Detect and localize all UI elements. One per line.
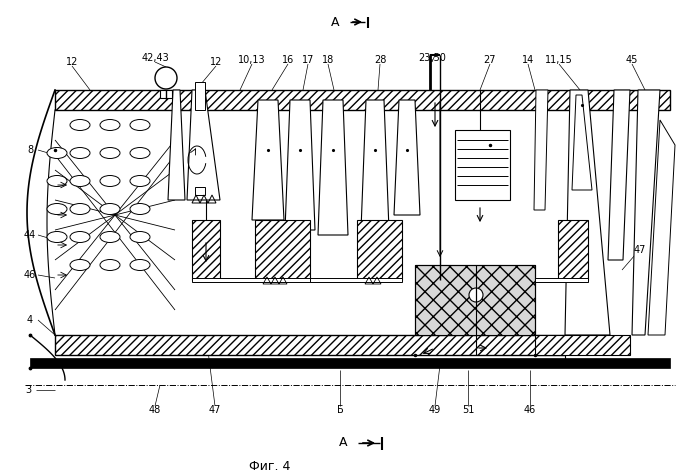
Polygon shape — [394, 100, 420, 215]
Text: 11,15: 11,15 — [545, 55, 573, 65]
Circle shape — [155, 67, 177, 89]
Ellipse shape — [47, 176, 67, 187]
Text: Б: Б — [337, 405, 343, 415]
Bar — [30, 358, 670, 368]
Ellipse shape — [130, 176, 150, 187]
Bar — [160, 90, 172, 98]
Text: 47: 47 — [209, 405, 221, 415]
Bar — [192, 278, 310, 282]
Bar — [310, 278, 402, 282]
Text: 8: 8 — [27, 145, 33, 155]
Text: А: А — [339, 436, 347, 449]
Text: 14: 14 — [522, 55, 534, 65]
Ellipse shape — [100, 204, 120, 215]
Text: 46: 46 — [524, 405, 536, 415]
Text: 10,13: 10,13 — [238, 55, 266, 65]
Text: 23,50: 23,50 — [418, 53, 446, 63]
Ellipse shape — [100, 259, 120, 270]
Circle shape — [469, 288, 483, 302]
Ellipse shape — [70, 148, 90, 159]
Polygon shape — [608, 90, 630, 260]
Bar — [535, 335, 630, 355]
Bar — [55, 90, 670, 110]
Text: 18: 18 — [322, 55, 334, 65]
Text: 46: 46 — [24, 270, 36, 280]
Text: 47: 47 — [634, 245, 646, 255]
Ellipse shape — [70, 119, 90, 130]
Polygon shape — [534, 90, 548, 210]
Text: 42,43: 42,43 — [141, 53, 169, 63]
Ellipse shape — [130, 231, 150, 242]
Bar — [357, 220, 402, 280]
Text: 49: 49 — [429, 405, 441, 415]
Ellipse shape — [70, 204, 90, 215]
Bar — [255, 220, 310, 280]
Ellipse shape — [130, 259, 150, 270]
Text: 51: 51 — [462, 405, 474, 415]
Ellipse shape — [70, 176, 90, 187]
Text: Фиг. 4: Фиг. 4 — [250, 460, 291, 474]
Text: 16: 16 — [282, 55, 294, 65]
Text: 12: 12 — [210, 57, 222, 67]
Text: 3: 3 — [25, 385, 31, 395]
Polygon shape — [187, 90, 220, 200]
Text: А: А — [331, 16, 339, 29]
Ellipse shape — [47, 204, 67, 215]
Bar — [558, 220, 588, 280]
Ellipse shape — [47, 148, 67, 159]
Text: 48: 48 — [149, 405, 161, 415]
Bar — [455, 130, 510, 200]
Polygon shape — [632, 90, 660, 335]
Text: 4: 4 — [27, 315, 33, 325]
Ellipse shape — [130, 204, 150, 215]
Bar — [535, 278, 588, 282]
Bar — [195, 82, 205, 110]
Bar — [192, 220, 220, 280]
Polygon shape — [565, 90, 610, 335]
Ellipse shape — [100, 148, 120, 159]
Ellipse shape — [130, 119, 150, 130]
Polygon shape — [572, 95, 592, 190]
Polygon shape — [285, 100, 315, 230]
Bar — [415, 265, 535, 335]
Bar — [55, 335, 565, 355]
Text: 44: 44 — [24, 230, 36, 240]
Ellipse shape — [100, 231, 120, 242]
Ellipse shape — [130, 148, 150, 159]
Polygon shape — [648, 120, 675, 335]
Ellipse shape — [70, 231, 90, 242]
Text: 45: 45 — [626, 55, 638, 65]
Ellipse shape — [47, 231, 67, 242]
Text: 28: 28 — [374, 55, 386, 65]
Polygon shape — [361, 100, 389, 230]
Polygon shape — [168, 90, 185, 200]
Bar — [195, 187, 205, 195]
Ellipse shape — [70, 259, 90, 270]
Ellipse shape — [100, 176, 120, 187]
Polygon shape — [318, 100, 348, 235]
Text: 12: 12 — [66, 57, 78, 67]
Text: 27: 27 — [484, 55, 496, 65]
Ellipse shape — [100, 119, 120, 130]
Text: 17: 17 — [302, 55, 314, 65]
Polygon shape — [252, 100, 284, 220]
